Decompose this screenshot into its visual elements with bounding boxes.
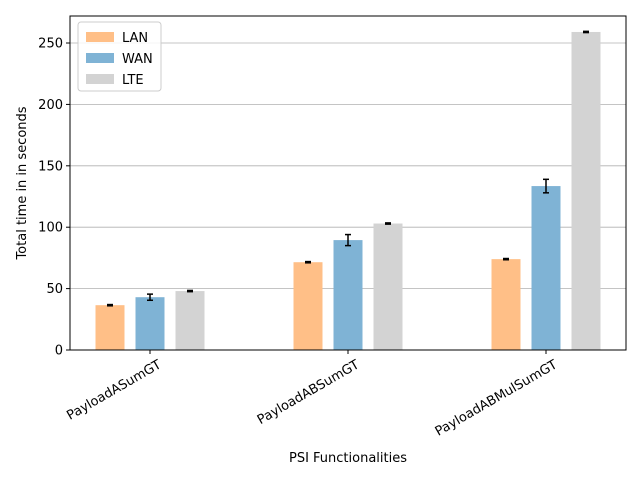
x-tick-label: PayloadASumGT [64, 357, 164, 423]
legend[interactable]: LAN WAN LTE [77, 21, 162, 92]
legend-label-lan: LAN [122, 31, 148, 46]
y-axis: 0 50 100 150 200 250 [38, 37, 70, 359]
x-tick-label: PayloadABMulSumGT [433, 357, 560, 439]
bar-lan-payloadabsumgt [293, 262, 323, 350]
error-bars [107, 30, 589, 307]
y-tick-label: 250 [38, 37, 63, 52]
bar-wan-payloadabsumgt [333, 240, 363, 350]
y-tick-label: 0 [55, 344, 63, 359]
y-tick-label: 150 [38, 159, 63, 174]
y-axis-title: Total time in in seconds [15, 106, 30, 260]
bar-wan-payloadabmulsumgt [531, 186, 561, 350]
bars [95, 31, 601, 351]
legend-swatch-wan [86, 53, 114, 63]
bar-lte-payloadasumgt [175, 291, 205, 350]
y-tick-label: 200 [38, 98, 63, 113]
legend-label-wan: WAN [122, 52, 153, 67]
bar-lte-payloadabmulsumgt [571, 31, 601, 351]
legend-swatch-lan [86, 32, 114, 42]
bar-wan-payloadasumgt [135, 297, 165, 350]
bar-lte-payloadabsumgt [373, 223, 403, 350]
y-tick-label: 50 [46, 282, 63, 297]
legend-label-lte: LTE [122, 73, 144, 88]
bar-lan-payloadabmulsumgt [491, 259, 521, 350]
legend-swatch-lte [86, 74, 114, 84]
x-tick-label: PayloadABSumGT [255, 357, 362, 428]
bar-lan-payloadasumgt [95, 305, 125, 350]
y-tick-label: 100 [38, 221, 63, 236]
x-axis: PayloadASumGT PayloadABSumGT PayloadABMulS… [64, 350, 560, 440]
x-axis-title: PSI Functionalities [289, 451, 407, 466]
